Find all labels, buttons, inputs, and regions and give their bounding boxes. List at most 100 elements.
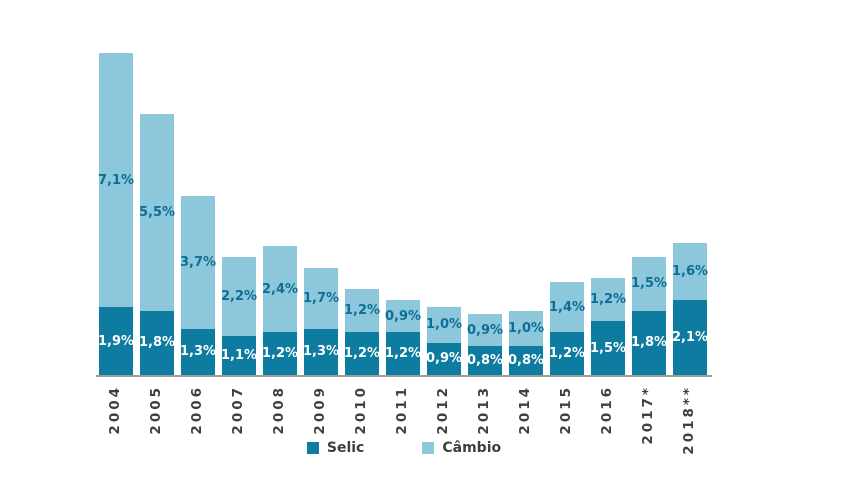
x-tick-2017: 2017* bbox=[632, 385, 666, 445]
segment-cambio-2013: 0,9% bbox=[467, 314, 503, 347]
segment-selic-2013: 0,8% bbox=[467, 346, 503, 375]
value-label-selic: 1,3% bbox=[179, 344, 217, 360]
bar-2014: 1,0% 0,8% bbox=[507, 310, 545, 375]
value-label-cambio: 2,2% bbox=[220, 288, 258, 304]
segment-selic-2018: 2,1% bbox=[671, 299, 709, 375]
value-label-cambio: 1,2% bbox=[343, 303, 381, 319]
value-label-selic: 1,2% bbox=[384, 346, 422, 362]
x-tick-2012: 2012 bbox=[427, 385, 461, 435]
value-label-selic: 1,2% bbox=[261, 346, 299, 362]
x-tick-label: 2007 bbox=[230, 385, 247, 435]
plot-area: 7,1% 1,9% 5,5% 1,8% 3,7% 1,3% 2,2% 1,1% 2,4% 1,2%… bbox=[96, 0, 712, 375]
segment-cambio-2008: 2,4% bbox=[261, 246, 299, 333]
legend-label: Selic bbox=[326, 440, 365, 456]
x-tick-2009: 2009 bbox=[304, 385, 338, 435]
x-tick-label: 2004 bbox=[107, 385, 124, 435]
value-label-selic: 1,5% bbox=[589, 340, 627, 356]
bar-2012: 1,0% 0,9% bbox=[425, 307, 463, 375]
value-label-cambio: 0,9% bbox=[384, 308, 422, 324]
segment-cambio-2004: 7,1% bbox=[97, 53, 135, 307]
x-tick-label: 2014 bbox=[517, 385, 534, 435]
segment-selic-2007: 1,1% bbox=[220, 335, 258, 375]
x-tick-2016: 2016 bbox=[591, 385, 625, 435]
x-tick-2015: 2015 bbox=[550, 385, 584, 435]
segment-selic-2017: 1,8% bbox=[630, 310, 668, 375]
value-label-cambio: 1,5% bbox=[630, 276, 668, 292]
x-tick-label: 2006 bbox=[189, 385, 206, 435]
value-label-selic: 1,9% bbox=[97, 333, 135, 349]
bar-2005: 5,5% 1,8% bbox=[138, 113, 176, 375]
stacked-bar-chart: 7,1% 1,9% 5,5% 1,8% 3,7% 1,3% 2,2% 1,1% 2,4% 1,2%… bbox=[96, 0, 712, 489]
x-tick-label: 2017* bbox=[640, 385, 657, 445]
x-tick-2008: 2008 bbox=[263, 385, 297, 435]
value-label-cambio: 5,5% bbox=[138, 204, 176, 220]
x-tick-label: 2011 bbox=[394, 385, 411, 435]
legend: Selic Câmbio bbox=[96, 441, 712, 455]
x-tick-2010: 2010 bbox=[345, 385, 379, 435]
segment-cambio-2014: 1,0% bbox=[507, 310, 545, 347]
x-tick-2011: 2011 bbox=[386, 385, 420, 435]
x-tick-label: 2008 bbox=[271, 385, 288, 435]
value-label-selic: 0,9% bbox=[425, 351, 463, 367]
legend-swatch-cambio bbox=[422, 442, 435, 454]
x-tick-label: 2013 bbox=[476, 385, 493, 435]
bar-2004: 7,1% 1,9% bbox=[97, 53, 135, 375]
value-label-cambio: 2,4% bbox=[261, 281, 299, 297]
segment-selic-2015: 1,2% bbox=[549, 332, 585, 375]
segment-selic-2009: 1,3% bbox=[302, 328, 340, 375]
value-label-cambio: 1,7% bbox=[302, 290, 340, 306]
x-tick-2006: 2006 bbox=[181, 385, 215, 435]
segment-cambio-2012: 1,0% bbox=[425, 307, 463, 343]
x-tick-label: 2010 bbox=[353, 385, 370, 435]
bar-2017: 1,5% 1,8% bbox=[630, 256, 668, 375]
bar-2006: 3,7% 1,3% bbox=[179, 196, 217, 375]
segment-cambio-2010: 1,2% bbox=[343, 289, 381, 333]
segment-cambio-2005: 5,5% bbox=[138, 113, 176, 311]
bar-2008: 2,4% 1,2% bbox=[261, 246, 299, 375]
value-label-cambio: 1,4% bbox=[548, 299, 586, 315]
segment-selic-2014: 0,8% bbox=[507, 346, 545, 375]
segment-selic-2010: 1,2% bbox=[343, 332, 381, 375]
value-label-cambio: 1,0% bbox=[507, 321, 545, 336]
segment-cambio-2018: 1,6% bbox=[671, 242, 709, 300]
value-label-selic: 1,3% bbox=[302, 344, 340, 360]
segment-cambio-2016: 1,2% bbox=[590, 278, 626, 322]
bar-2010: 1,2% 1,2% bbox=[343, 289, 381, 375]
value-label-selic: 1,2% bbox=[343, 346, 381, 362]
segment-cambio-2007: 2,2% bbox=[220, 256, 258, 336]
value-label-cambio: 7,1% bbox=[97, 172, 135, 188]
segment-selic-2012: 0,9% bbox=[425, 342, 463, 375]
value-label-selic: 1,8% bbox=[630, 335, 668, 351]
segment-cambio-2006: 3,7% bbox=[179, 196, 217, 329]
bar-2013: 0,9% 0,8% bbox=[467, 314, 503, 375]
x-tick-2004: 2004 bbox=[99, 385, 133, 435]
segment-cambio-2011: 0,9% bbox=[384, 299, 422, 333]
value-label-cambio: 3,7% bbox=[179, 254, 217, 270]
x-tick-label: 2009 bbox=[312, 385, 329, 435]
bar-2007: 2,2% 1,1% bbox=[220, 256, 258, 375]
value-label-selic: 1,1% bbox=[220, 347, 258, 363]
segment-selic-2011: 1,2% bbox=[384, 332, 422, 375]
segment-cambio-2017: 1,5% bbox=[630, 256, 668, 311]
x-tick-2013: 2013 bbox=[468, 385, 502, 435]
bar-2009: 1,7% 1,3% bbox=[302, 267, 340, 375]
value-label-cambio: 1,6% bbox=[671, 263, 709, 279]
x-tick-2014: 2014 bbox=[509, 385, 543, 435]
value-label-cambio: 1,0% bbox=[425, 317, 463, 333]
segment-selic-2004: 1,9% bbox=[97, 307, 135, 375]
segment-selic-2006: 1,3% bbox=[179, 328, 217, 375]
bar-2015: 1,4% 1,2% bbox=[548, 282, 586, 375]
x-tick-label: 2005 bbox=[148, 385, 165, 435]
bar-2011: 0,9% 1,2% bbox=[384, 299, 422, 375]
segment-selic-2005: 1,8% bbox=[138, 310, 176, 375]
x-tick-label: 2012 bbox=[435, 385, 452, 435]
legend-label: Câmbio bbox=[442, 440, 502, 456]
x-tick-label: 2015 bbox=[558, 385, 575, 435]
segment-cambio-2015: 1,4% bbox=[548, 282, 586, 333]
bar-2018: 1,6% 2,1% bbox=[671, 242, 709, 375]
value-label-selic: 1,8% bbox=[138, 335, 176, 351]
legend-swatch-selic bbox=[306, 442, 319, 454]
value-label-selic: 0,8% bbox=[507, 353, 545, 369]
segment-cambio-2009: 1,7% bbox=[302, 267, 340, 329]
value-label-selic: 2,1% bbox=[671, 329, 709, 345]
